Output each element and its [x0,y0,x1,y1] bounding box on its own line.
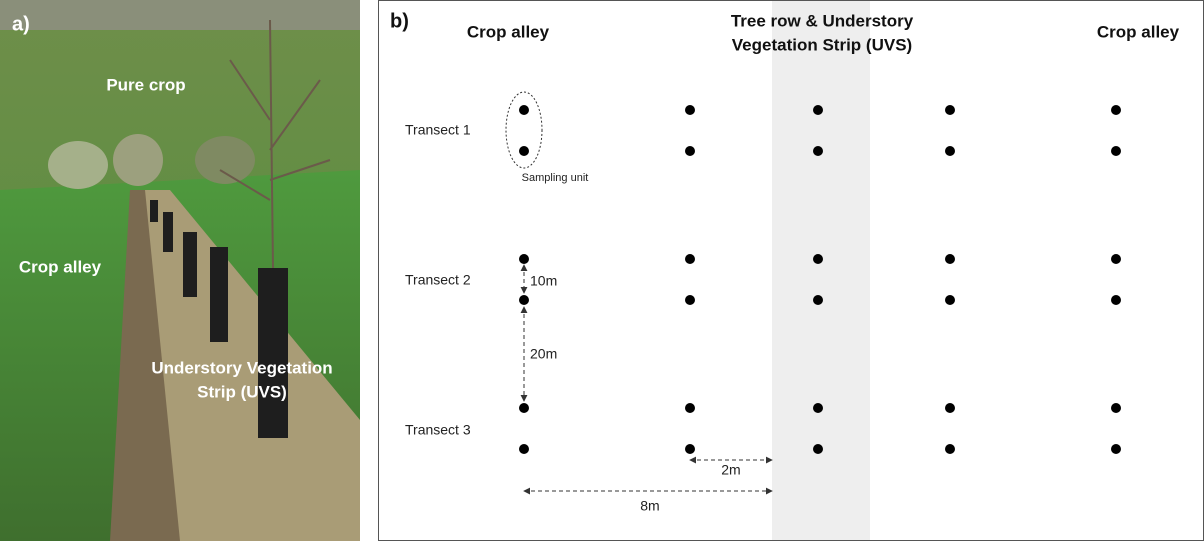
sampling-point [1111,146,1121,156]
photo-label: Pure crop [106,75,185,94]
sampling-point [685,254,695,264]
sampling-point [945,295,955,305]
sampling-point [1111,403,1121,413]
sampling-point [685,105,695,115]
panel-label: b) [390,10,409,32]
transect-label: Transect 2 [405,272,471,288]
sampling-point [519,254,529,264]
sampling-point [519,105,529,115]
photo-label: Strip (UVS) [197,382,287,401]
distance-label: 8m [640,498,659,514]
sampling-point [945,146,955,156]
sampling-point [813,403,823,413]
distance-label: 20m [530,346,557,362]
sampling-point [813,254,823,264]
panel-label: a) [12,13,30,35]
sampling-point [519,444,529,454]
sampling-point [1111,444,1121,454]
sampling-point [813,146,823,156]
sampling-point [1111,295,1121,305]
sampling-point [813,105,823,115]
sampling-point [945,444,955,454]
figure: a) Pure crop Crop alley Understory Veget… [0,0,1204,541]
sampling-point [813,295,823,305]
column-header: Crop alley [467,22,550,41]
sampling-point [519,146,529,156]
sampling-point [813,444,823,454]
uvs-strip [772,1,870,540]
sampling-point [685,403,695,413]
sampling-point [945,105,955,115]
column-header: Vegetation Strip (UVS) [732,35,912,54]
column-header: Crop alley [1097,22,1180,41]
sampling-point [685,444,695,454]
sampling-point [1111,254,1121,264]
transect-label: Transect 1 [405,122,471,138]
sampling-point [945,403,955,413]
transect-label: Transect 3 [405,422,471,438]
annotation: Sampling unit [522,172,589,184]
column-header: Tree row & Understory [731,11,914,30]
distance-label: 2m [721,462,740,478]
sampling-point [945,254,955,264]
distance-label: 10m [530,273,557,289]
diagram: b) Crop alley Tree row & Understory Vege… [379,1,1204,541]
sampling-point [685,295,695,305]
sampling-point [519,295,529,305]
sampling-point [519,403,529,413]
photo-label: Crop alley [19,257,102,276]
sampling-point [1111,105,1121,115]
photo: a) Pure crop Crop alley Understory Veget… [0,0,360,541]
photo-label: Understory Vegetation [151,358,332,377]
sampling-point [685,146,695,156]
